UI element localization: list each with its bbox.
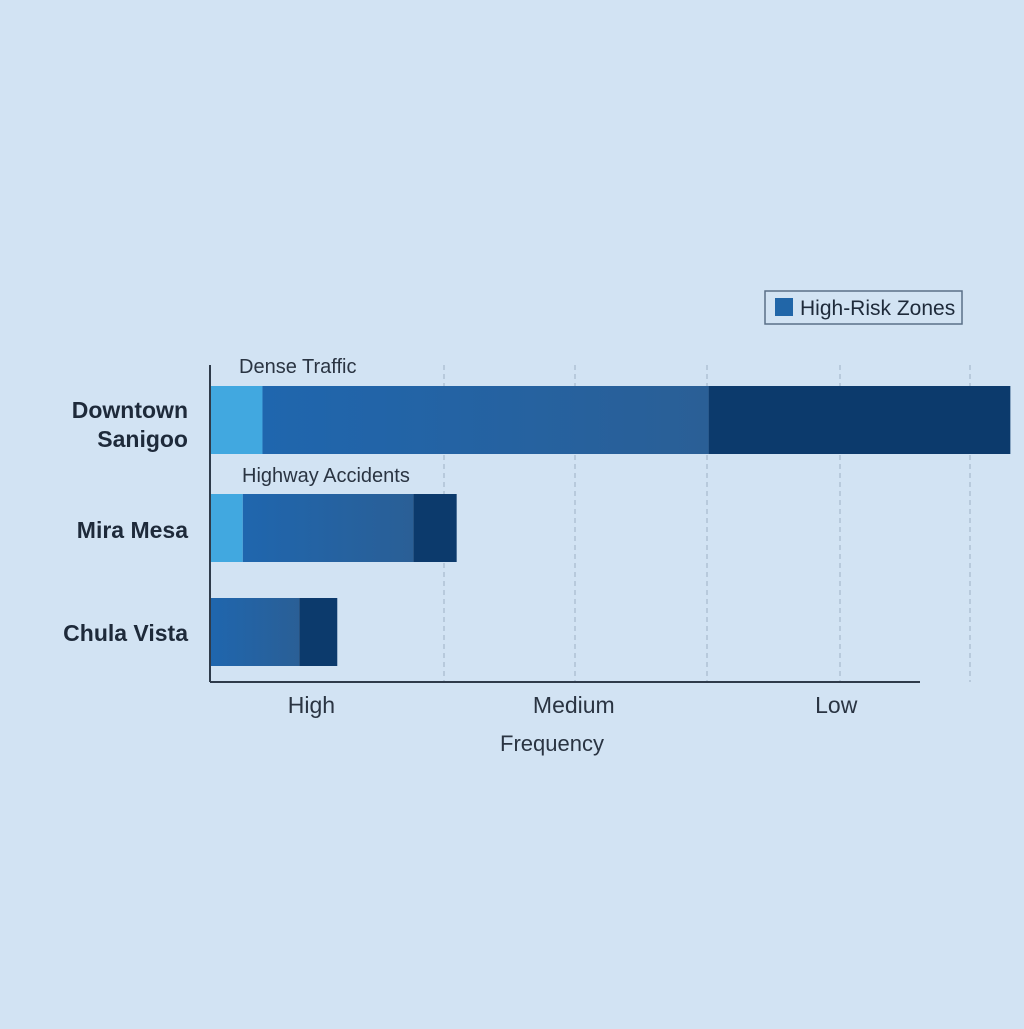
category-label-2: Mira Mesa [77, 517, 188, 543]
category-label-3: Chula Vista [63, 620, 188, 646]
bar-2-segment-3 [413, 494, 457, 562]
axes-layer [209, 365, 920, 683]
category-label-1: Downtown Sanigoo [72, 397, 188, 452]
bar-3-segment-3 [299, 598, 338, 666]
bar-1-segment-2 [262, 386, 709, 454]
x-tick-label-1: High [288, 692, 335, 718]
annotation-2: Highway Accidents [242, 465, 410, 487]
bar-2-segment-1 [210, 494, 243, 562]
legend-box [764, 290, 963, 325]
x-tick-label-3: Low [815, 692, 858, 718]
legend-swatch [775, 298, 793, 316]
bars-layer [210, 386, 1011, 666]
labels-layer: Downtown Sanigoo Mira Mesa Chula Vista High M… [63, 356, 858, 756]
bar-1-segment-3 [708, 386, 1011, 454]
x-axis-title: Frequency [500, 731, 604, 756]
x-tick-label-2: Medium [533, 692, 615, 718]
bar-1-segment-1 [210, 386, 263, 454]
legend-label: High-Risk Zones [800, 297, 955, 320]
bar-3-segment-2 [210, 598, 300, 666]
bar-2-segment-2 [242, 494, 414, 562]
legend: High-Risk Zones [764, 290, 963, 325]
annotation-1: Dense Traffic [239, 356, 356, 378]
grid-layer [443, 365, 971, 682]
